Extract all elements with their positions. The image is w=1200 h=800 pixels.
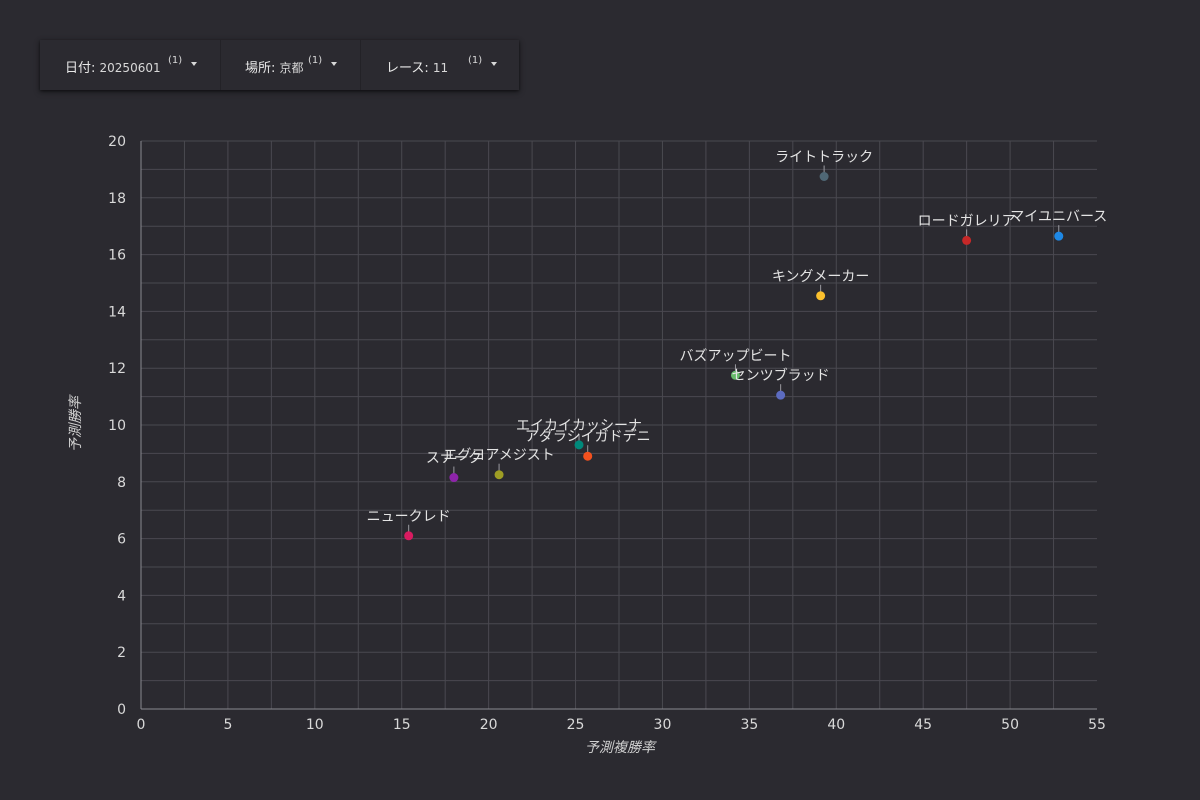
data-point[interactable] (404, 531, 414, 541)
y-tick-label: 2 (117, 645, 126, 661)
point-label: エグヨアメジスト (443, 448, 554, 464)
date-filter-label: 日付 (65, 61, 92, 76)
data-point[interactable] (776, 390, 786, 400)
point-label: アダラシイガドデニ (525, 428, 651, 445)
y-tick-label: 18 (108, 191, 126, 207)
data-point[interactable] (583, 451, 593, 461)
y-tick-label: 14 (108, 304, 126, 320)
data-point[interactable] (574, 440, 584, 450)
date-filter-value: 20250601 (99, 61, 161, 75)
y-axis-title: 予測勝率 (68, 394, 84, 452)
x-axis-title: 予測複勝率 (585, 740, 657, 756)
data-point[interactable] (730, 370, 740, 380)
point-label: エイカイカッシーナ (516, 418, 642, 434)
race-filter-count: (1) (468, 55, 483, 66)
race-filter[interactable]: レース: 11 (1) (360, 40, 519, 90)
x-tick-label: 40 (827, 717, 845, 733)
place-filter-text: 場所: 京都 (245, 61, 304, 76)
race-filter-label: レース (386, 61, 425, 76)
x-tick-label: 25 (567, 717, 585, 733)
y-tick-label: 4 (117, 588, 126, 604)
data-point[interactable] (1054, 231, 1064, 241)
point-label: ニュークレド (367, 509, 451, 525)
chevron-down-icon (491, 62, 497, 66)
data-point[interactable] (494, 470, 504, 480)
y-tick-label: 0 (117, 702, 126, 718)
y-tick-label: 8 (117, 475, 126, 491)
point-label: バズアップビート (679, 348, 791, 364)
date-filter-count: (1) (168, 55, 183, 66)
chart-points: ライトトラックマイユニバースロードガレリアキングメーカーバズアップビートセンツブ… (367, 150, 1107, 541)
chevron-down-icon (331, 62, 337, 66)
race-filter-value: 11 (432, 61, 449, 75)
chart-ticks: 0 5 10 15 20 25 30 35 40 45 50 55 0 2 4 6 8 10 12 14 16 18 20 (108, 134, 1106, 733)
chevron-down-icon (191, 62, 197, 66)
data-point[interactable] (962, 235, 972, 245)
x-tick-label: 20 (480, 717, 498, 733)
x-tick-label: 55 (1088, 717, 1106, 733)
point-label: キングメーカー (772, 269, 870, 285)
point-label: ライトトラック (775, 150, 873, 166)
y-tick-label: 10 (108, 418, 126, 434)
chart-grid (141, 140, 1097, 709)
date-filter[interactable]: 日付: 20250601 (1) (40, 40, 220, 90)
x-tick-label: 0 (137, 717, 146, 733)
place-filter-count: (1) (308, 55, 323, 66)
chart-axes (140, 141, 1097, 710)
y-tick-label: 20 (108, 134, 126, 150)
point-label: ロードガレリア (918, 213, 1016, 229)
x-tick-label: 10 (306, 717, 324, 733)
place-filter-value: 京都 (279, 61, 304, 75)
point-label: スナーク (426, 451, 482, 467)
x-tick-label: 50 (1001, 717, 1019, 733)
y-tick-label: 6 (117, 532, 126, 548)
x-tick-label: 45 (914, 717, 932, 733)
x-tick-label: 5 (223, 717, 232, 733)
place-filter-label: 場所 (245, 61, 272, 76)
y-tick-label: 12 (108, 361, 126, 377)
data-point[interactable] (816, 291, 826, 301)
point-label: センツブラッド (732, 367, 830, 384)
race-filter-text: レース: 11 (386, 61, 449, 76)
x-tick-label: 15 (393, 717, 411, 733)
filter-bar: 日付: 20250601 (1) 場所: 京都 (1) レース: 11 (1) (40, 40, 519, 90)
x-tick-label: 30 (654, 717, 672, 733)
data-point[interactable] (449, 473, 459, 483)
point-label: マイユニバース (1010, 209, 1107, 225)
y-tick-label: 16 (108, 248, 126, 264)
x-tick-label: 35 (740, 717, 758, 733)
date-filter-text: 日付: 20250601 (65, 61, 161, 76)
data-point[interactable] (819, 172, 829, 181)
place-filter[interactable]: 場所: 京都 (1) (220, 40, 360, 90)
